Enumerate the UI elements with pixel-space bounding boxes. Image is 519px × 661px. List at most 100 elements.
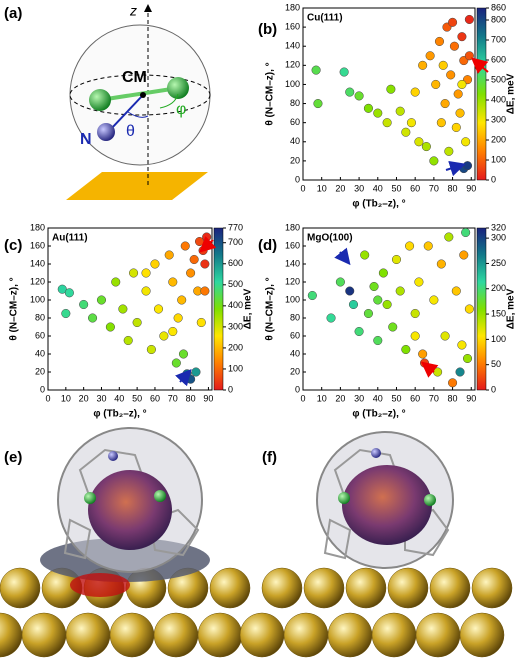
data-point [354,91,364,101]
x-tick-label: 40 [373,393,383,403]
data-point [459,250,469,260]
colorbar-tick-label: 700 [228,237,243,247]
y-axis-label: θ (N–CM–z), ° [265,62,276,125]
y-tick-label: 60 [35,330,45,340]
x-tick-label: 0 [45,393,50,403]
data-point [429,295,439,305]
y-axis-label: θ (N–CM–z), ° [265,277,276,340]
data-point [189,254,199,265]
data-point [313,99,323,109]
y-tick-label: 160 [285,21,300,31]
colorbar-tick-label: 300 [491,114,506,124]
cm-label: CM [122,69,147,86]
panel-label: (a) [4,5,22,22]
y-tick-label: 0 [40,384,45,394]
data-point [386,84,396,94]
y-tick-label: 40 [290,136,300,146]
data-point [186,268,196,278]
data-point [105,322,115,332]
theta-arc [127,111,149,118]
data-point [418,60,428,70]
x-tick-label: 10 [317,393,327,403]
tb-atom [89,89,111,111]
x-tick-label: 60 [410,183,420,193]
data-point [348,299,359,310]
data-point [178,349,189,359]
data-point [414,277,424,287]
data-point [153,304,164,314]
data-point [401,344,411,355]
data-point [378,268,388,278]
plot-frame [47,227,213,391]
x-tick-label: 80 [186,393,196,403]
data-point [326,313,336,323]
n-vector [109,94,144,131]
data-point [401,127,411,137]
x-tick-label: 90 [466,393,476,403]
data-point [373,295,383,305]
data-point [440,331,450,341]
tb-bond [99,86,179,102]
x-axis-label: φ (Tb₂–z), ° [352,409,405,420]
chart-title: Cu(111) [307,13,343,24]
colorbar-tick-label: 400 [491,94,506,104]
scatter-panel: 0 10 20 30 40 50 60 70 80 90 0 20 40 60 80 100 120 140 160… [4,222,254,419]
colorbar-tick-label: 0 [491,384,496,394]
data-point [200,286,210,296]
y-tick-label: 100 [30,294,45,304]
data-point [423,241,433,251]
panel-a: (a) z CM N θ φ [4,3,211,200]
data-point [360,250,370,260]
colorbar [213,227,224,391]
y-tick-label: 180 [285,222,300,232]
colorbar-tick-label: 860 [491,2,506,12]
colorbar-label: ΔE, meV [506,73,517,114]
colorbar-tick-label: 600 [228,258,243,268]
x-tick-label: 50 [132,393,142,403]
n-label: N [80,131,92,148]
y-tick-label: 100 [285,294,300,304]
panel-e: (e) [0,427,256,661]
data-point [431,79,441,89]
data-point [433,367,443,377]
data-point [436,118,446,128]
colorbar-tick-label: 100 [491,334,506,344]
data-point [438,60,448,70]
data-point [173,313,183,323]
y-tick-label: 140 [30,258,45,268]
x-tick-label: 90 [466,183,476,193]
data-point [414,137,424,147]
data-point [159,331,169,341]
data-point [61,308,71,319]
data-point [410,308,420,319]
data-point [345,286,355,296]
data-point [464,51,474,61]
data-point [410,331,420,341]
surface [66,172,208,200]
n-atom [97,123,115,141]
data-point [180,241,190,251]
data-point [146,344,156,355]
x-tick-label: 40 [114,393,124,403]
data-point [177,295,187,305]
x-tick-label: 60 [410,393,420,403]
data-point [405,241,415,251]
data-point [410,87,420,97]
colorbar-tick-label: 100 [491,154,506,164]
y-tick-label: 20 [290,366,300,376]
x-tick-label: 70 [429,393,439,403]
data-point [111,277,121,287]
data-point [464,304,474,314]
y-tick-label: 60 [290,117,300,127]
data-point [171,358,181,368]
y-tick-label: 140 [285,258,300,268]
y-tick-label: 120 [30,276,45,286]
x-tick-label: 60 [150,393,160,403]
data-point [457,32,467,42]
y-tick-label: 180 [30,222,45,232]
colorbar-tick-label: 50 [491,359,501,369]
data-point [444,232,454,242]
panel-label: (e) [4,449,22,466]
data-point [451,286,461,296]
